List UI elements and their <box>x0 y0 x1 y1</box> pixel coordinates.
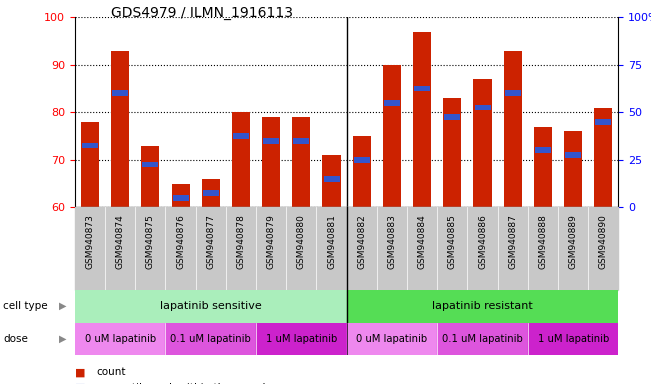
Bar <box>353 136 371 207</box>
Text: ▶: ▶ <box>59 301 67 311</box>
Text: GSM940878: GSM940878 <box>236 214 245 269</box>
Bar <box>171 184 189 207</box>
Bar <box>475 105 490 111</box>
Bar <box>75 290 346 323</box>
Text: GSM940883: GSM940883 <box>387 214 396 269</box>
Bar <box>346 290 618 323</box>
Text: lapatinib resistant: lapatinib resistant <box>432 301 533 311</box>
Bar <box>292 117 311 207</box>
Text: GSM940873: GSM940873 <box>85 214 94 269</box>
Bar <box>535 147 551 153</box>
Text: GSM940875: GSM940875 <box>146 214 155 269</box>
Bar <box>165 323 256 355</box>
Bar <box>202 179 220 207</box>
Bar <box>111 51 129 207</box>
Text: GSM940887: GSM940887 <box>508 214 518 269</box>
Text: GSM940890: GSM940890 <box>599 214 608 269</box>
Bar <box>596 119 611 125</box>
Text: ■: ■ <box>75 383 85 384</box>
Text: GSM940882: GSM940882 <box>357 214 367 269</box>
Bar <box>324 176 340 182</box>
Bar <box>263 138 279 144</box>
Text: GSM940877: GSM940877 <box>206 214 215 269</box>
Text: GSM940889: GSM940889 <box>569 214 577 269</box>
Bar <box>112 91 128 96</box>
Bar <box>594 108 613 207</box>
Bar <box>262 117 280 207</box>
Text: GSM940885: GSM940885 <box>448 214 457 269</box>
Text: GSM940880: GSM940880 <box>297 214 306 269</box>
Text: GSM940884: GSM940884 <box>418 214 426 269</box>
Bar <box>565 152 581 158</box>
Text: 0 uM lapatinib: 0 uM lapatinib <box>356 334 428 344</box>
Text: GSM940886: GSM940886 <box>478 214 487 269</box>
Bar <box>445 114 460 120</box>
Bar <box>528 323 618 355</box>
Text: cell type: cell type <box>3 301 48 311</box>
Bar <box>322 155 340 207</box>
Bar <box>173 195 189 201</box>
Text: count: count <box>96 367 126 377</box>
Text: GSM940881: GSM940881 <box>327 214 336 269</box>
Text: dose: dose <box>3 334 28 344</box>
Text: percentile rank within the sample: percentile rank within the sample <box>96 383 272 384</box>
Text: 0 uM lapatinib: 0 uM lapatinib <box>85 334 156 344</box>
Bar <box>504 51 522 207</box>
Text: GSM940879: GSM940879 <box>267 214 275 269</box>
Text: 1 uM lapatinib: 1 uM lapatinib <box>538 334 609 344</box>
Text: lapatinib sensitive: lapatinib sensitive <box>160 301 262 311</box>
Text: 1 uM lapatinib: 1 uM lapatinib <box>266 334 337 344</box>
Bar <box>437 323 528 355</box>
Bar <box>443 98 462 207</box>
Bar <box>143 162 158 167</box>
Bar <box>473 79 492 207</box>
Bar <box>256 323 346 355</box>
Bar <box>232 113 250 207</box>
Bar <box>346 323 437 355</box>
Bar <box>534 127 552 207</box>
Bar <box>75 323 165 355</box>
Bar <box>505 91 521 96</box>
Text: ▶: ▶ <box>59 334 67 344</box>
Bar <box>203 190 219 196</box>
Bar <box>414 86 430 91</box>
Text: GDS4979 / ILMN_1916113: GDS4979 / ILMN_1916113 <box>111 6 293 20</box>
Bar <box>383 65 401 207</box>
Bar <box>81 122 99 207</box>
Text: GSM940876: GSM940876 <box>176 214 185 269</box>
Bar <box>384 100 400 106</box>
Text: GSM940874: GSM940874 <box>116 214 124 269</box>
Bar <box>294 138 309 144</box>
Bar <box>353 157 370 163</box>
Text: 0.1 uM lapatinib: 0.1 uM lapatinib <box>442 334 523 344</box>
Bar <box>141 146 159 207</box>
Bar <box>233 133 249 139</box>
Bar <box>564 131 582 207</box>
Bar <box>82 143 98 149</box>
Bar <box>413 31 431 207</box>
Text: GSM940888: GSM940888 <box>538 214 547 269</box>
Text: 0.1 uM lapatinib: 0.1 uM lapatinib <box>171 334 251 344</box>
Text: ■: ■ <box>75 367 85 377</box>
